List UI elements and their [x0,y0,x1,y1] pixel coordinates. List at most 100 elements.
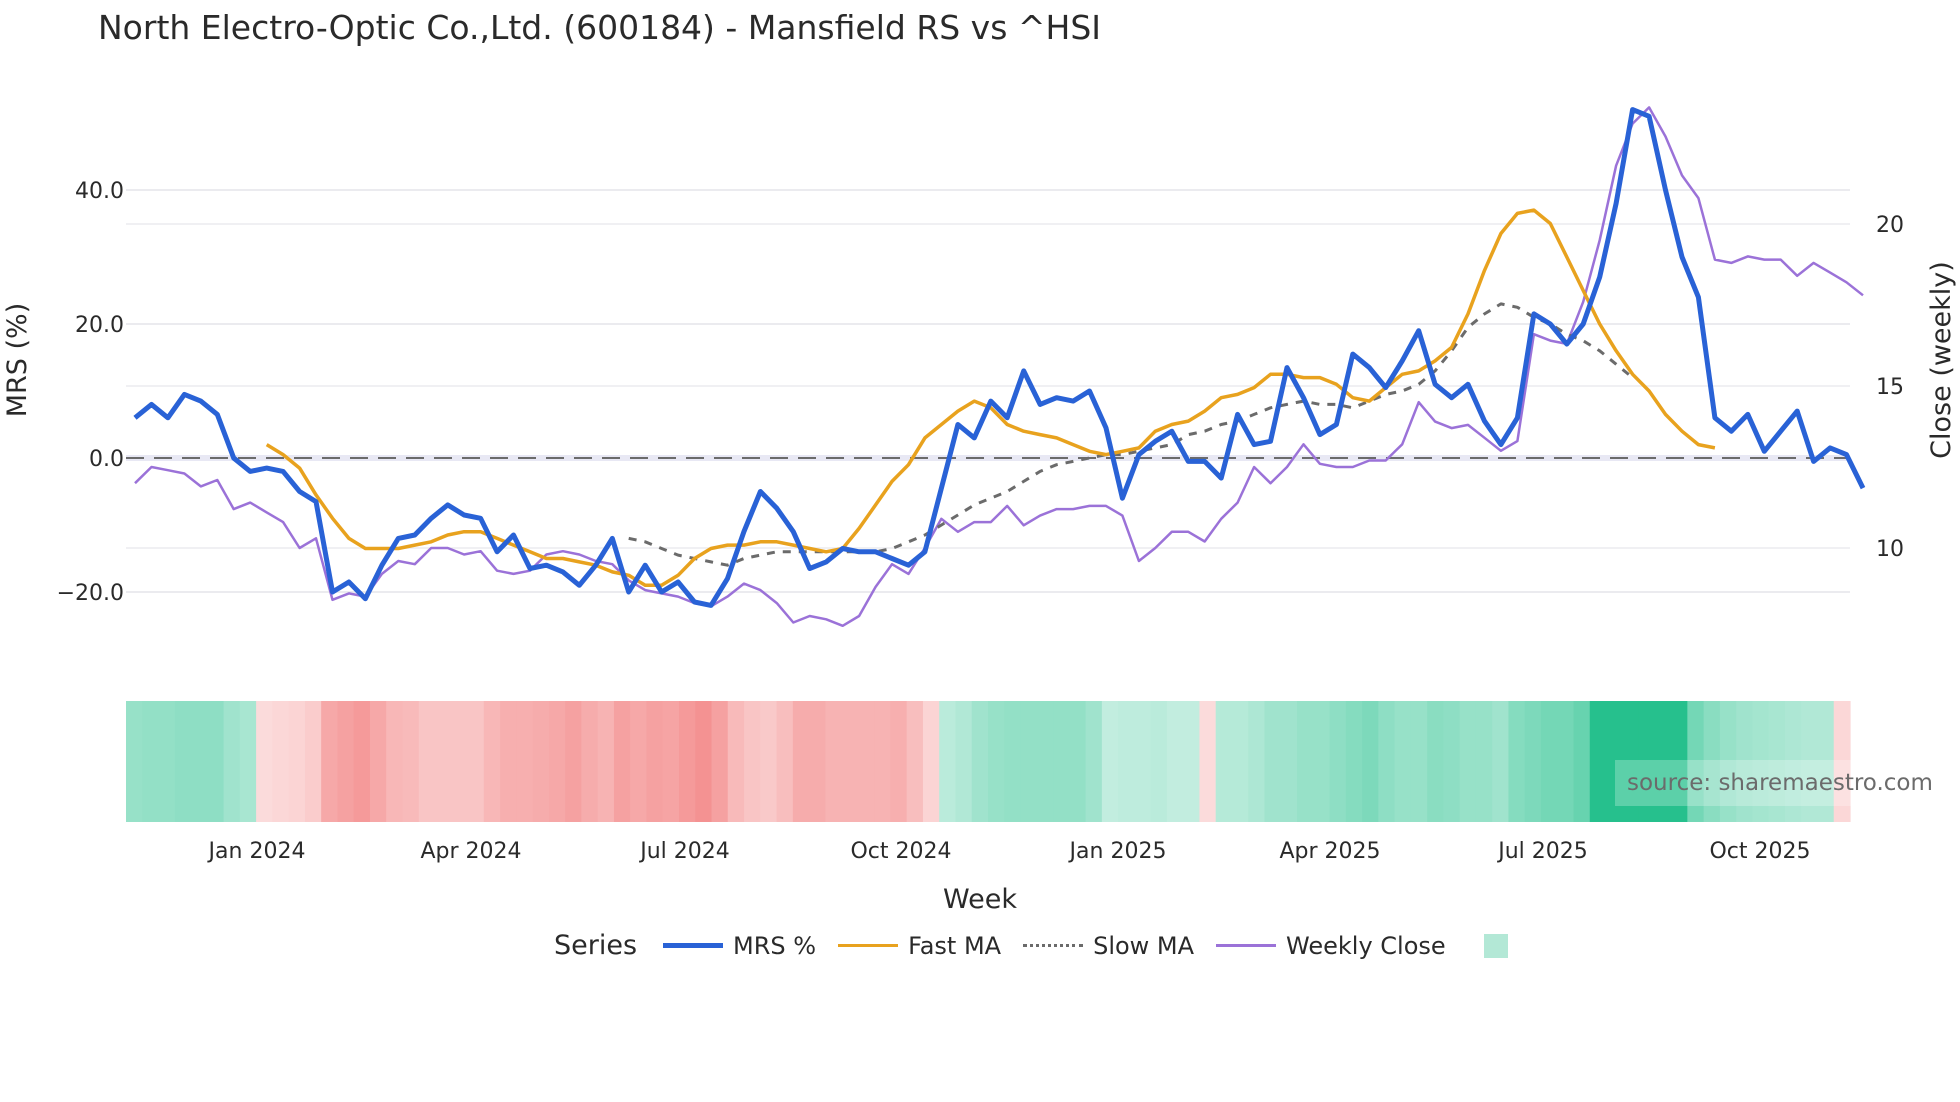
chart-title: North Electro-Optic Co.,Ltd. (600184) - … [98,8,1102,47]
y-axis-title: MRS (%) [2,303,33,418]
heatmap-cell [1427,701,1444,822]
heatmap-cell [402,701,420,822]
x-tick-label: Oct 2025 [1709,839,1810,864]
heatmap-cell [1085,701,1103,822]
heatmap-cell [288,701,306,822]
heatmap-cell [1020,701,1038,822]
fast-ma-swatch-icon [838,944,899,947]
legend-item-slow-ma[interactable]: Slow MA [1023,932,1194,960]
heatmap-cell [809,701,826,822]
heatmap-cell [174,701,192,822]
y2-tick-label: 15 [1876,375,1904,400]
weekly-close-swatch-icon [1216,944,1277,947]
heatmap-cell [1443,701,1461,822]
heatmap-cell [548,701,566,822]
heatmap-cell [451,701,469,822]
mrs--line [133,107,1866,608]
heatmap-cell [158,701,176,822]
x-tick-label: Jan 2025 [1068,839,1167,864]
heatmap-cell [1264,701,1282,822]
heatmap-cell [1817,701,1835,822]
legend-item-fast-ma[interactable]: Fast MA [838,932,1001,960]
weekly-close-line [134,106,1864,628]
heatmap-cell [1199,701,1217,822]
heatmap-cell [1492,701,1510,822]
heatmap-cell [191,701,208,822]
heatmap-cell [1313,701,1331,822]
y2-axis-title: Close (weekly) [1926,261,1957,459]
heatmap-cell [630,701,648,822]
legend-title: Series [554,930,638,961]
heatmap-cell [532,701,550,822]
heatmap-cell [256,701,273,822]
heatmap-cell [565,701,582,822]
series-lines [133,106,1866,628]
heatmap-cell [1166,701,1184,822]
heatmap-cell [1362,701,1379,822]
heatmap-cell [890,701,908,822]
heatmap-cell [825,701,843,822]
heatmap-cell [142,701,160,822]
heatmap-cell [1606,701,1623,822]
heatmap-cell [678,701,696,822]
heatmap-cell [353,701,371,822]
heatmap-cell [1394,701,1412,822]
heatmap-cell [1118,701,1135,822]
mrs-swatch-icon [663,943,724,948]
heatmap-cell [1638,701,1656,822]
slow-ma-swatch-icon [1023,944,1084,947]
legend-item-weekly-close[interactable]: Weekly Close [1216,932,1446,960]
heatmap-cell [1410,701,1428,822]
heatmap-cell [695,701,713,822]
heatmap-cell [321,701,339,822]
heatmap-cell [1345,701,1363,822]
heatmap-cell [1573,701,1591,822]
legend-item-mrs[interactable]: MRS % [663,932,816,960]
heatmap-cell [1768,701,1786,822]
heatmap-cell [1069,701,1087,822]
heatmap-cell [613,701,631,822]
x-tick-label: Oct 2024 [850,839,951,864]
legend: Series MRS % Fast MA Slow MA Weekly Clos… [554,930,1540,961]
heatmap-cell [1053,701,1070,822]
x-axis-title: Week [943,884,1017,915]
source-watermark: source: sharemaestro.com [1615,760,1933,806]
heatmap-cell [1752,701,1770,822]
x-tick-label: Jul 2025 [1496,839,1588,864]
y2-axis-ticks: 20 15 10 [1876,213,1904,562]
heatmap-cell [1004,701,1022,822]
y-axis-ticks: 40.0 20.0 0.0 −20.0 [57,179,124,606]
heatmap-cell [418,701,436,822]
heatmap-cell [662,701,680,822]
y-tick-label: 40.0 [75,179,124,204]
heatmap-cell [597,701,615,822]
heatmap-cell [988,701,1005,822]
y-tick-label: −20.0 [57,581,124,606]
heatmap-cell [744,701,761,822]
heatmap-cell [272,701,290,822]
heatmap-cell [841,701,859,822]
heatmap-cell [1459,701,1477,822]
y-tick-label: 0.0 [89,447,124,472]
heatmap-cell [1687,701,1705,822]
heatmap-cell [1540,701,1558,822]
x-axis-ticks: Jan 2024 Apr 2024 Jul 2024 Oct 2024 Jan 2025… [207,839,1811,864]
heatmap-cell [1280,701,1298,822]
heatmap-cell [727,701,745,822]
heatmap-cell [483,701,501,822]
heatmap-cell [711,701,729,822]
heatmap-cell [1622,701,1640,822]
gridlines [126,189,1850,593]
mrs-heatmap-strip [126,701,1851,822]
legend-item-heatmap[interactable] [1468,933,1518,958]
heatmap-cell [1524,701,1542,822]
heatmap-cell [1719,701,1737,822]
x-tick-label: Jul 2024 [638,839,730,864]
heatmap-cell [1150,701,1168,822]
heatmap-cell [1248,701,1266,822]
x-tick-label: Apr 2024 [420,839,521,864]
heatmap-cell [792,701,810,822]
heatmap-cell [1557,701,1575,822]
heatmap-cell [386,701,404,822]
heatmap-cell [1297,701,1314,822]
